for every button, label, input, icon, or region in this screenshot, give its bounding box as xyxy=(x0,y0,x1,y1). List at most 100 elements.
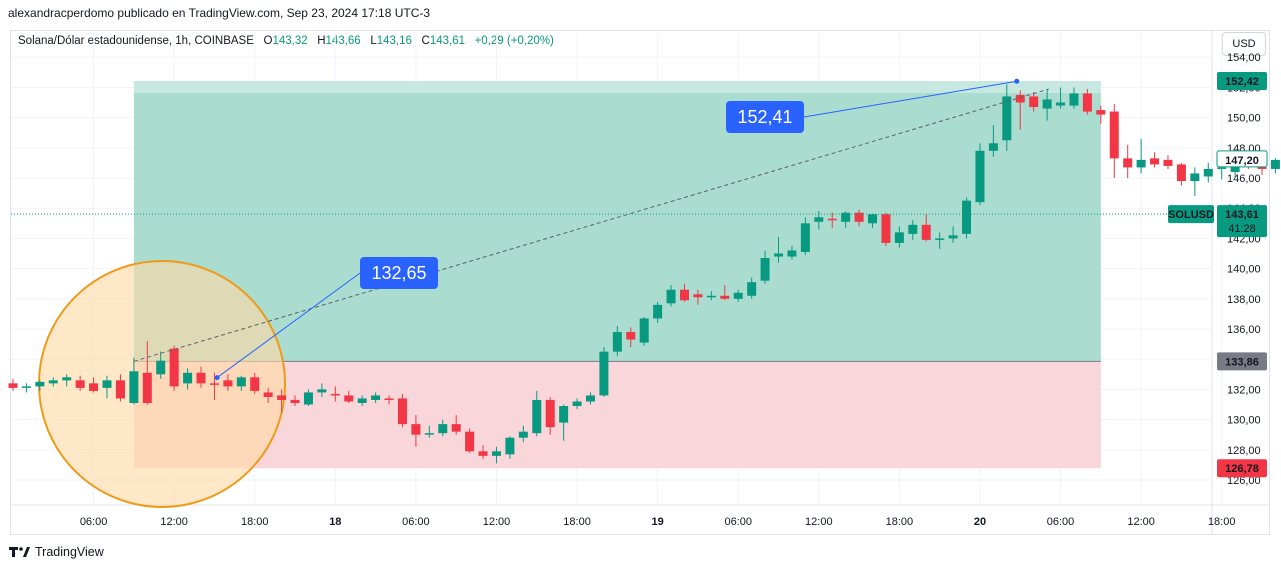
candle-body xyxy=(478,451,488,456)
candle-body xyxy=(532,399,542,434)
candle-body xyxy=(35,381,45,387)
stop-price-label: 126,78 xyxy=(1225,463,1259,475)
change-value: +0,29 (+0,20%) xyxy=(474,35,554,47)
candle-body xyxy=(1163,159,1173,166)
candle-body xyxy=(317,389,327,393)
candle-body xyxy=(156,360,166,375)
candle-body xyxy=(545,399,555,428)
target-band xyxy=(133,81,1101,94)
candle-body xyxy=(183,372,193,384)
candle-body xyxy=(129,371,139,403)
close-label: C xyxy=(421,35,430,47)
price-tick-label: 140,00 xyxy=(1227,264,1261,276)
candle-body xyxy=(787,250,797,257)
stop-price-label-bg xyxy=(1217,459,1267,478)
candle-body xyxy=(1190,173,1200,182)
candle-body xyxy=(1150,158,1160,165)
candle-body xyxy=(720,295,730,299)
price-tick-label: 138,00 xyxy=(1227,294,1261,306)
callout-label: 132,65 xyxy=(371,263,426,283)
time-tick-label: 06:00 xyxy=(724,516,752,528)
candle-body xyxy=(948,235,958,239)
crosshair-price-label: 147,20 xyxy=(1225,155,1259,167)
loss-zone xyxy=(133,361,1101,469)
candle-body xyxy=(438,424,448,434)
candle-body xyxy=(8,383,18,388)
candle-body xyxy=(236,377,246,387)
currency-button[interactable]: USD xyxy=(1222,32,1266,56)
current-price-value: 143,61 xyxy=(1225,209,1259,221)
time-tick-label: 18 xyxy=(329,516,341,528)
candle-body xyxy=(89,383,99,391)
candle-body xyxy=(921,224,931,240)
callout-anchor xyxy=(214,375,220,381)
price-tick-label: 136,00 xyxy=(1227,324,1261,336)
candle-body xyxy=(693,294,703,298)
candle-body xyxy=(290,399,300,403)
candle-body xyxy=(908,224,918,234)
candle-body xyxy=(451,424,461,432)
price-tick-label: 150,00 xyxy=(1227,113,1261,125)
candle-body xyxy=(1123,158,1133,168)
high-value: 143,66 xyxy=(325,35,361,47)
tradingview-logo[interactable]: TradingView xyxy=(9,545,104,559)
candle-body xyxy=(303,392,313,405)
candle-body xyxy=(935,238,945,240)
callout-leader xyxy=(216,272,361,378)
candle-body xyxy=(612,332,622,352)
candle-body xyxy=(1029,96,1039,108)
candle-body xyxy=(572,401,582,407)
open-value: 143,32 xyxy=(272,35,308,47)
candle-body xyxy=(1096,110,1106,115)
time-tick-label: 19 xyxy=(652,516,664,528)
candle-body xyxy=(881,214,891,243)
candle-body xyxy=(518,431,528,438)
candle-body xyxy=(1136,159,1146,168)
footer-brand: TradingView xyxy=(35,545,104,559)
price-tick-label: 146,00 xyxy=(1227,173,1261,185)
candle-body xyxy=(666,289,676,304)
time-tick-label: 12:00 xyxy=(160,516,188,528)
candle-body xyxy=(505,437,515,455)
candle-body xyxy=(1056,102,1066,106)
symbol-tag-bg xyxy=(1168,205,1214,224)
candle-body xyxy=(196,372,206,384)
entry-price-label: 133,86 xyxy=(1225,356,1259,368)
candle-body xyxy=(465,431,475,452)
chart-frame xyxy=(10,30,1270,535)
time-tick-label: 18:00 xyxy=(1208,516,1236,528)
candle-body xyxy=(814,217,824,222)
candle-body xyxy=(1176,164,1186,182)
time-tick-label: 20 xyxy=(974,516,986,528)
candle-body xyxy=(680,289,689,301)
candle-body xyxy=(585,395,595,402)
candle-body xyxy=(491,451,501,456)
candle-body xyxy=(1082,93,1092,112)
candle-body xyxy=(706,295,716,298)
candle-body xyxy=(1015,94,1025,103)
candle-body xyxy=(1069,93,1079,106)
time-tick-label: 18:00 xyxy=(886,516,914,528)
tradingview-icon xyxy=(9,547,30,557)
candle-body xyxy=(962,200,972,234)
candle-body xyxy=(102,380,112,388)
callout-anchor xyxy=(1014,78,1020,84)
publisher-line: alexandracperdomo publicado en TradingVi… xyxy=(8,6,431,20)
open-label: O xyxy=(263,35,273,47)
symbol-title[interactable]: Solana/Dólar estadounidense, 1h, COINBAS… xyxy=(18,35,254,47)
time-tick-label: 18:00 xyxy=(563,516,591,528)
candle-body xyxy=(330,393,340,396)
candle-body xyxy=(988,143,998,151)
time-tick-label: 06:00 xyxy=(1047,516,1075,528)
symbol-legend: Solana/Dólar estadounidense, 1h, COINBAS… xyxy=(18,35,554,47)
candle-body xyxy=(800,223,810,252)
entry-price-label-bg xyxy=(1217,352,1267,371)
candle-body xyxy=(424,433,434,435)
callout-box xyxy=(726,101,804,133)
time-tick-label: 06:00 xyxy=(80,516,108,528)
candle-body xyxy=(21,386,31,388)
candle-body xyxy=(357,398,367,403)
candle-body xyxy=(169,348,179,387)
candle-body xyxy=(75,380,85,388)
